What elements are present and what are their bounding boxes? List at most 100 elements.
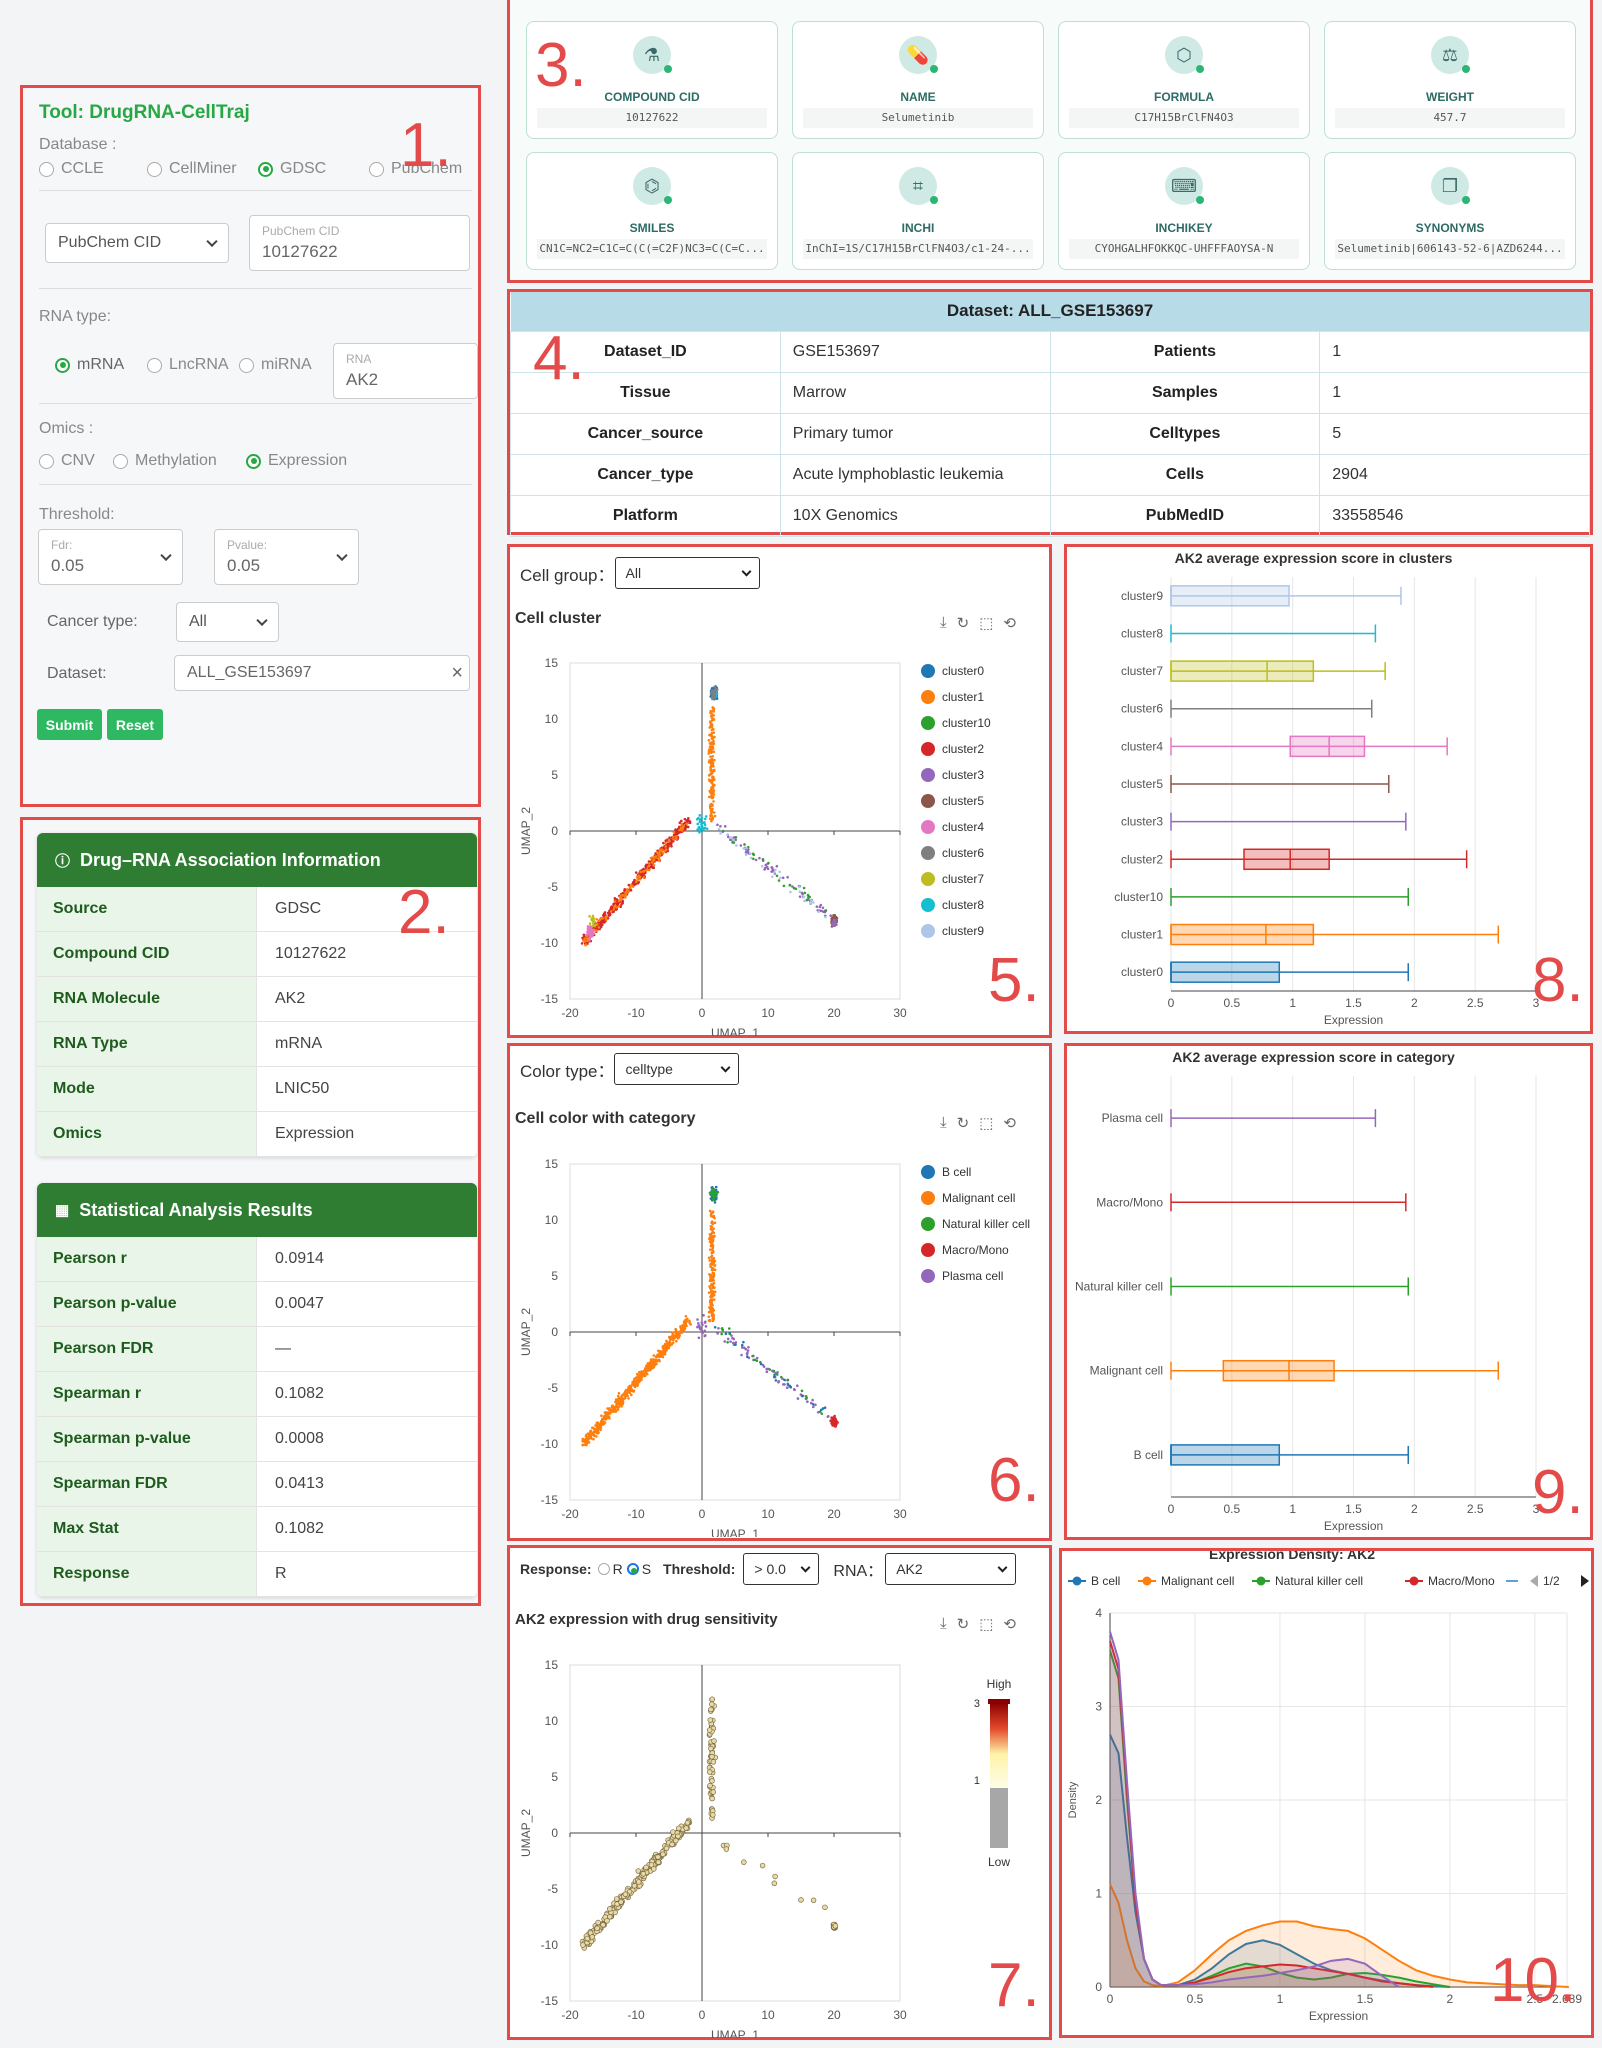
data-point	[746, 1349, 750, 1352]
download-icon[interactable]: ⤓	[940, 614, 947, 631]
dataset-input[interactable]: ALL_GSE153697 ×	[174, 655, 470, 691]
data-point	[783, 1383, 786, 1386]
data-point	[707, 1315, 711, 1319]
radio-pubchem[interactable]: PubChem	[369, 160, 462, 178]
table-row: Max Stat 0.1082	[37, 1507, 477, 1552]
radio-cellminer[interactable]: CellMiner	[147, 160, 237, 178]
tile-label: COMPOUND CID	[604, 90, 700, 104]
rna-select[interactable]: AK2	[885, 1553, 1017, 1585]
chart-toolbox: ⤓ ↻ ⬚ ⟲	[940, 1615, 1016, 1633]
radio-gdsc[interactable]: GDSC	[258, 160, 326, 178]
data-point	[670, 1335, 674, 1338]
data-point	[704, 1334, 707, 1337]
data-point	[740, 1346, 744, 1349]
data-point	[751, 1354, 754, 1358]
refresh-icon[interactable]: ↻	[956, 1115, 970, 1132]
data-point	[714, 1185, 718, 1189]
pvalue-select[interactable]: Pvalue: 0.05	[214, 529, 359, 585]
radio-label: LncRNA	[169, 356, 229, 373]
zoom-icon[interactable]: ⬚	[979, 1616, 994, 1633]
rna-input[interactable]: RNA AK2	[333, 343, 478, 399]
cancer-type-select[interactable]: All	[176, 602, 279, 642]
data-point	[611, 910, 615, 913]
zoom-icon[interactable]: ⬚	[979, 615, 994, 632]
reset-button[interactable]: Reset	[107, 709, 163, 740]
download-icon[interactable]: ⤓	[940, 1114, 947, 1131]
x-tick-label: 2	[1447, 1992, 1454, 2006]
field-value: AK2	[346, 370, 379, 389]
legend-swatch	[921, 664, 935, 678]
radio-mirna[interactable]: miRNA	[239, 356, 312, 374]
data-point	[709, 772, 712, 776]
y-tick-label: -15	[541, 1493, 559, 1507]
data-point	[709, 755, 712, 758]
data-point	[820, 1412, 824, 1415]
radio-response-r[interactable]: R	[597, 1561, 623, 1577]
submit-button[interactable]: Submit	[37, 709, 102, 740]
radio-methylation[interactable]: Methylation	[113, 452, 217, 470]
radio-response-s[interactable]: S	[626, 1561, 651, 1577]
legend-swatch	[921, 690, 935, 704]
cell-group-select[interactable]: All	[614, 557, 760, 589]
x-tick-label: 2.5	[1467, 1502, 1484, 1516]
y-tick-label: -15	[541, 992, 559, 1006]
clear-icon[interactable]: ×	[451, 661, 463, 684]
divider	[39, 190, 472, 191]
fdr-select[interactable]: Fdr: 0.05	[38, 529, 183, 585]
category-label: B cell	[1134, 1448, 1163, 1462]
data-point	[595, 1919, 601, 1926]
refresh-icon[interactable]: ↻	[956, 615, 970, 632]
radio-ccle[interactable]: CCLE	[39, 160, 104, 178]
data-point	[595, 1425, 599, 1428]
data-point	[732, 1337, 736, 1341]
data-point	[711, 1284, 715, 1288]
data-point	[702, 1314, 705, 1317]
zoom-icon[interactable]: ⬚	[979, 1115, 994, 1132]
tile-label: SMILES	[629, 221, 675, 235]
data-point	[588, 936, 592, 939]
radio-expression[interactable]: Expression	[246, 452, 347, 470]
category-label: cluster2	[1121, 852, 1163, 866]
compound-panel: ⚗ COMPOUND CID 10127622 💊 NAME Selumetinib ⬡ FO…	[507, 0, 1593, 283]
data-point	[675, 1825, 682, 1832]
data-point	[708, 1191, 712, 1195]
data-point	[805, 898, 809, 902]
data-point	[711, 1738, 717, 1744]
annotation-label: 10.	[1490, 1946, 1577, 2015]
radio-mrna[interactable]: mRNA	[55, 356, 124, 374]
radio-cnv[interactable]: CNV	[39, 452, 95, 470]
data-point	[619, 1401, 622, 1405]
legend-prev-icon[interactable]	[1530, 1575, 1538, 1587]
data-point	[711, 727, 715, 731]
zoom-reset-icon[interactable]: ⟲	[1003, 615, 1016, 632]
data-point	[834, 1420, 837, 1423]
pubchem-cid-input[interactable]: PubChem CID 10127622	[249, 215, 470, 271]
data-point	[711, 1231, 714, 1235]
data-point	[657, 854, 661, 858]
radio-lncrna[interactable]: LncRNA	[147, 356, 229, 374]
id-type-select[interactable]: PubChem CID	[45, 223, 229, 263]
color-type-select[interactable]: celltype	[614, 1053, 740, 1085]
zoom-reset-icon[interactable]: ⟲	[1003, 1616, 1016, 1633]
chevron-down-icon	[160, 549, 172, 562]
data-point	[600, 1922, 606, 1928]
annotation-label: 8.	[1532, 946, 1584, 1015]
data-point	[800, 1389, 804, 1393]
data-point	[707, 1717, 714, 1723]
zoom-reset-icon[interactable]: ⟲	[1003, 1115, 1016, 1132]
x-tick-label: -20	[561, 1507, 579, 1521]
legend-next-icon[interactable]	[1581, 1575, 1589, 1587]
data-point	[709, 691, 713, 695]
threshold-select[interactable]: > 0.0	[743, 1553, 820, 1585]
legend-swatch	[921, 768, 935, 782]
download-icon[interactable]: ⤓	[940, 1615, 947, 1632]
data-point	[628, 886, 632, 889]
data-point	[712, 718, 716, 721]
status-dot	[1462, 196, 1470, 204]
table-value: Marrow	[779, 371, 1051, 414]
data-point	[597, 1427, 600, 1431]
refresh-icon[interactable]: ↻	[956, 1616, 970, 1633]
legend-label: cluster0	[942, 664, 984, 678]
data-point	[612, 908, 616, 911]
row-value: 0.0047	[275, 1295, 324, 1312]
